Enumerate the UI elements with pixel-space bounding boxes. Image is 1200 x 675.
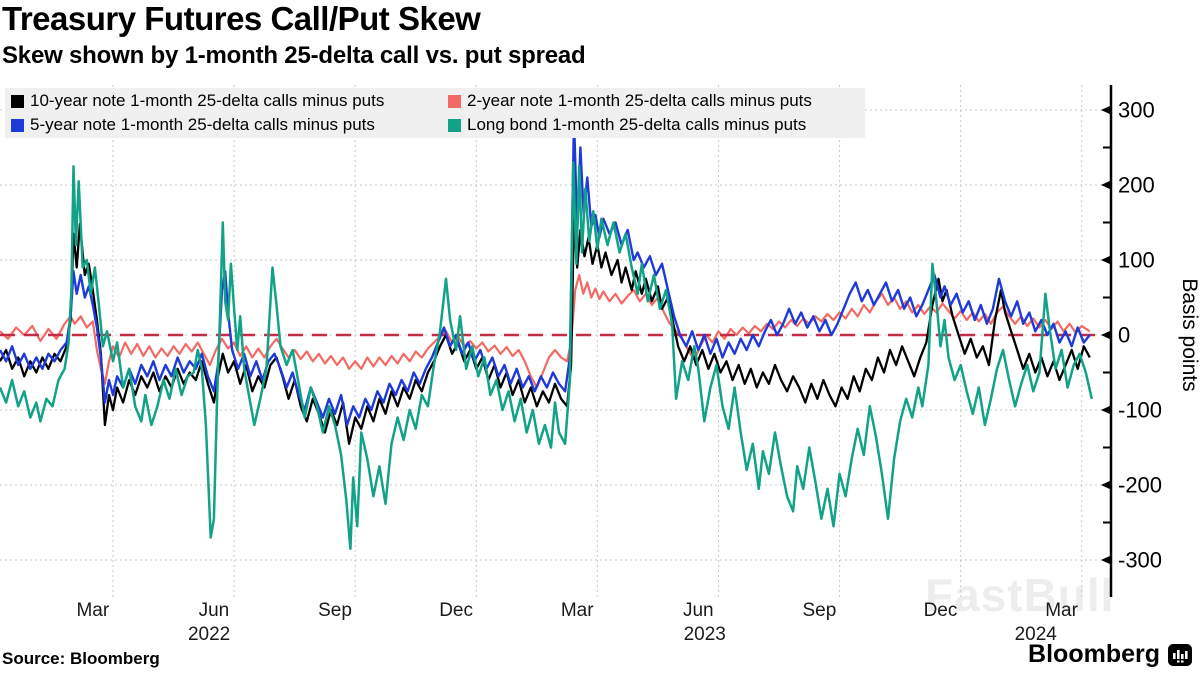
source-credit: Source: Bloomberg <box>2 649 160 668</box>
legend-swatch-two_year <box>448 94 461 108</box>
legend-swatch-long_bond <box>448 118 461 132</box>
legend-item-long_bond: Long bond 1-month 25-delta calls minus p… <box>448 115 868 135</box>
y-major-tick <box>1101 330 1112 340</box>
x-tick-label: Jun <box>199 600 230 621</box>
legend-label: 5-year note 1-month 25-delta calls minus… <box>30 115 375 134</box>
bloomberg-logo-text: Bloomberg <box>1028 640 1160 668</box>
y-axis: 300 200 100 0 -100 -200 -300 Basis points <box>1101 85 1200 597</box>
series-line-long_bond <box>0 161 1094 551</box>
y-axis-title: Basis points <box>1178 278 1200 391</box>
x-tick-label: Sep <box>802 600 836 621</box>
page-subtitle: Skew shown by 1-month 25-delta call vs. … <box>2 42 586 69</box>
x-year-label: 2024 <box>1015 624 1058 645</box>
y-tick-label: -200 <box>1118 473 1162 498</box>
x-year-label: 2022 <box>188 624 230 645</box>
x-year-label: 2023 <box>684 624 726 645</box>
y-tick-label: 200 <box>1118 173 1155 198</box>
series-line-ten_year <box>0 213 1091 445</box>
x-tick-label: Mar <box>561 600 594 621</box>
y-major-tick <box>1101 405 1112 415</box>
bloomberg-chart-icon <box>1168 643 1192 666</box>
legend-swatch-five_year <box>11 118 24 132</box>
gridlines <box>0 85 1110 600</box>
series-line-two_year <box>0 273 1091 389</box>
y-major-tick <box>1101 555 1112 565</box>
legend-item-two_year: 2-year note 1-month 25-delta calls minus… <box>448 91 868 111</box>
y-major-tick <box>1101 105 1112 115</box>
legend-item-ten_year: 10-year note 1-month 25-delta calls minu… <box>11 91 448 111</box>
legend-swatch-ten_year <box>11 94 24 108</box>
y-tick-label: -100 <box>1118 398 1162 423</box>
x-axis: Mar Jun Sep Dec Mar Jun Sep Dec Mar 2022 2023 2024 <box>76 600 1078 645</box>
legend-label: 10-year note 1-month 25-delta calls minu… <box>30 91 385 110</box>
legend-label: Long bond 1-month 25-delta calls minus p… <box>467 115 807 134</box>
page-title: Treasury Futures Call/Put Skew <box>2 0 481 37</box>
x-tick-label: Jun <box>683 600 714 621</box>
y-major-tick <box>1101 180 1112 190</box>
y-tick-label: -300 <box>1118 548 1162 573</box>
y-major-tick <box>1101 255 1112 265</box>
chart-legend: 10-year note 1-month 25-delta calls minu… <box>5 88 865 138</box>
x-tick-label: Sep <box>318 600 352 621</box>
y-tick-label: 300 <box>1118 98 1155 123</box>
y-tick-label: 100 <box>1118 248 1155 273</box>
legend-label: 2-year note 1-month 25-delta calls minus… <box>467 91 812 110</box>
x-tick-label: Dec <box>924 600 958 621</box>
x-tick-label: Mar <box>76 600 109 621</box>
bloomberg-wordmark: Bloomberg <box>1028 640 1192 669</box>
y-major-tick <box>1101 480 1112 490</box>
series-group <box>0 116 1110 551</box>
y-tick-label: 0 <box>1118 323 1130 348</box>
x-tick-label: Dec <box>439 600 473 621</box>
series-line-five_year <box>0 116 1091 427</box>
legend-item-five_year: 5-year note 1-month 25-delta calls minus… <box>11 115 448 135</box>
x-tick-label: Mar <box>1045 600 1078 621</box>
